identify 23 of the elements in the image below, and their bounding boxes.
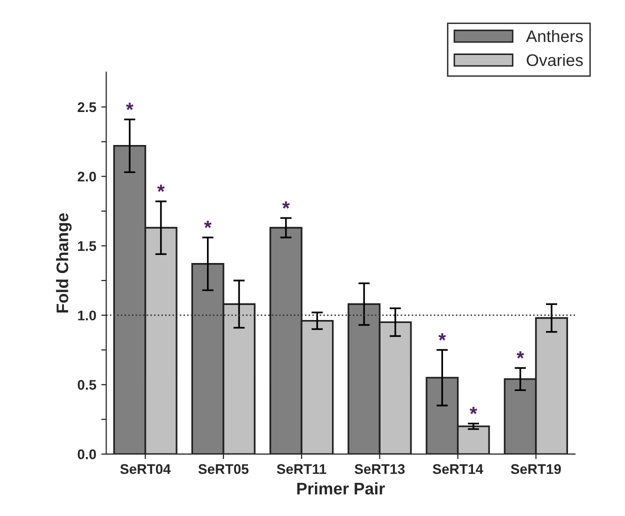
data-label: *: [470, 406, 478, 414]
x-tick-label: SeRT04: [120, 464, 171, 474]
y-tick-label: 0.0: [78, 449, 96, 460]
x-tick-label: SeRT14: [432, 464, 484, 474]
data-label: *: [204, 220, 212, 228]
y-tick-label: 2.5: [78, 102, 96, 112]
legend-label: Ovaries: [526, 54, 583, 66]
y-tick-label: 1.0: [78, 310, 96, 320]
x-axis-title: Primer Pair: [297, 482, 385, 495]
data-label: *: [126, 102, 134, 110]
y-tick-label: 2.0: [78, 172, 96, 182]
x-tick-label: SeRT13: [354, 464, 405, 474]
y-tick-label: 1.5: [78, 241, 96, 251]
y-axis-title: Fold Change: [56, 213, 72, 312]
x-tick-label: SeRT05: [198, 464, 249, 474]
data-label: *: [438, 333, 446, 340]
x-tick-label: SeRT19: [510, 464, 561, 474]
x-tick-label: SeRT11: [276, 464, 326, 474]
y-tick-label: 0.5: [78, 380, 96, 390]
legend-label: Anthers: [526, 30, 583, 42]
data-label: *: [157, 184, 165, 192]
data-label: *: [282, 201, 290, 209]
data-label: *: [516, 351, 524, 359]
